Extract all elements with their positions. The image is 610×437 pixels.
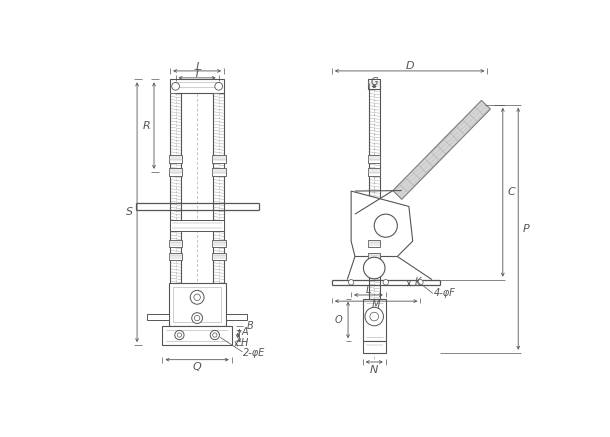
Polygon shape (393, 101, 490, 199)
Bar (168, 253, 182, 260)
Circle shape (379, 219, 392, 232)
Text: R: R (143, 121, 151, 131)
Bar (147, 314, 168, 320)
Text: B: B (246, 321, 253, 331)
Circle shape (194, 294, 200, 301)
Bar (170, 80, 224, 93)
Bar (368, 168, 381, 176)
Circle shape (175, 330, 184, 340)
Bar (173, 287, 221, 322)
Text: S: S (126, 207, 133, 217)
Text: A: A (242, 327, 248, 337)
Bar (363, 341, 386, 353)
Circle shape (365, 307, 384, 326)
Bar (168, 239, 182, 247)
Circle shape (370, 312, 379, 321)
Bar (363, 299, 386, 341)
Circle shape (374, 214, 397, 237)
Circle shape (172, 83, 179, 90)
Bar (226, 314, 247, 320)
Text: K: K (414, 277, 421, 287)
Text: 2-φE: 2-φE (243, 348, 265, 358)
Text: D: D (405, 61, 414, 71)
Circle shape (190, 290, 204, 304)
Text: N: N (370, 365, 378, 375)
Text: O: O (335, 315, 343, 325)
Text: Q: Q (193, 361, 201, 371)
Polygon shape (351, 191, 413, 257)
Bar (168, 168, 182, 176)
Text: T: T (194, 69, 201, 79)
Circle shape (215, 83, 223, 90)
Circle shape (195, 316, 200, 321)
Circle shape (213, 333, 217, 337)
Text: H: H (240, 338, 248, 348)
Text: M: M (371, 300, 380, 310)
Circle shape (383, 280, 389, 285)
Bar (368, 155, 381, 163)
Circle shape (210, 330, 220, 340)
Circle shape (192, 313, 203, 323)
Bar (212, 239, 226, 247)
Text: I: I (195, 62, 199, 72)
Bar (368, 80, 381, 89)
Text: L: L (365, 285, 371, 295)
Circle shape (178, 333, 182, 337)
Bar (212, 168, 226, 176)
Text: P: P (523, 224, 529, 234)
Bar (168, 284, 226, 326)
Bar (162, 326, 232, 345)
Bar (212, 253, 226, 260)
Circle shape (364, 257, 385, 279)
Bar (212, 155, 226, 163)
Bar (368, 253, 381, 260)
Text: 4-φF: 4-φF (434, 288, 455, 298)
Bar (168, 155, 182, 163)
Circle shape (348, 280, 354, 285)
Text: C: C (508, 187, 515, 197)
Bar (368, 239, 381, 247)
Text: G: G (370, 77, 378, 87)
Bar (170, 220, 224, 231)
Circle shape (418, 280, 423, 285)
